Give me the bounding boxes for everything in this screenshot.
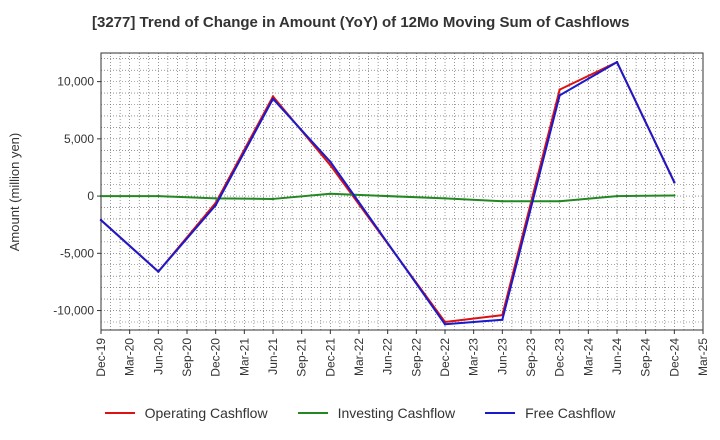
- y-tick-label: 0: [87, 189, 94, 203]
- x-tick-label: Mar-25: [696, 338, 710, 376]
- y-axis-ticks: -10,000 -5,000 0 5,000 10,000: [53, 75, 101, 318]
- x-tick-label: Dec-19: [94, 338, 108, 377]
- free-cashflow-point: [558, 94, 561, 97]
- x-tick-label: Mar-21: [237, 338, 251, 376]
- free-cashflow-point: [501, 318, 504, 321]
- free-cashflow-point: [157, 270, 160, 273]
- legend-swatch: [297, 412, 328, 414]
- free-cashflow-point: [443, 323, 447, 326]
- legend: Operating Cashflow Investing Cashflow Free…: [0, 405, 720, 421]
- x-tick-label: Sep-23: [524, 338, 538, 377]
- y-tick-label: -10,000: [53, 304, 94, 318]
- investing-cashflow-point: [501, 200, 504, 203]
- investing-cashflow-point: [673, 194, 676, 197]
- legend-label: Investing Cashflow: [337, 405, 456, 421]
- legend-item-investing-cashflow: Investing Cashflow: [297, 405, 456, 421]
- investing-cashflow-point: [443, 197, 447, 200]
- legend-label: Free Cashflow: [525, 405, 616, 421]
- x-tick-label: Sep-22: [409, 338, 423, 377]
- x-tick-label: Dec-21: [323, 338, 337, 377]
- x-tick-label: Jun-23: [495, 338, 509, 375]
- investing-cashflow-point: [329, 192, 332, 195]
- free-cashflow-point: [673, 181, 676, 184]
- x-tick-label: Mar-22: [352, 338, 366, 376]
- legend-label: Operating Cashflow: [144, 405, 268, 421]
- operating-cashflow-point: [558, 88, 561, 91]
- legend-item-free-cashflow: Free Cashflow: [485, 405, 615, 421]
- x-tick-label: Jun-24: [610, 338, 624, 375]
- legend-swatch: [485, 412, 516, 414]
- x-tick-label: Sep-21: [295, 338, 309, 377]
- plot-area: [100, 52, 704, 331]
- y-axis-title: Amount (million yen): [7, 133, 22, 252]
- x-tick-label: Dec-24: [667, 338, 681, 377]
- free-cashflow-point: [214, 204, 217, 207]
- legend-item-operating-cashflow: Operating Cashflow: [104, 405, 268, 421]
- investing-cashflow-point: [615, 194, 619, 198]
- x-tick-label: Dec-20: [209, 338, 223, 377]
- x-tick-label: Sep-20: [180, 338, 194, 377]
- x-tick-label: Mar-23: [467, 338, 481, 376]
- free-cashflow-point: [615, 60, 619, 64]
- x-tick-label: Dec-22: [438, 338, 452, 377]
- y-tick-label: -5,000: [60, 246, 94, 260]
- investing-cashflow-point: [157, 194, 160, 198]
- operating-cashflow-point: [329, 163, 332, 167]
- x-tick-label: Sep-24: [639, 338, 653, 377]
- x-tick-label: Mar-24: [581, 338, 595, 376]
- investing-cashflow-line: [101, 192, 675, 203]
- x-tick-label: Mar-20: [123, 338, 137, 376]
- operating-cashflow-point: [271, 95, 275, 98]
- investing-cashflow-point: [271, 197, 275, 201]
- free-cashflow-point: [99, 218, 103, 222]
- x-tick-label: Jun-20: [151, 338, 165, 375]
- free-cashflow-line: [100, 61, 676, 326]
- x-tick-label: Dec-23: [553, 338, 567, 377]
- x-tick-label: Jun-21: [266, 338, 280, 375]
- legend-swatch: [104, 412, 135, 414]
- y-tick-label: 5,000: [64, 132, 94, 146]
- series-layer: [99, 60, 676, 326]
- chart-title: [3277] Trend of Change in Amount (YoY) o…: [92, 14, 630, 31]
- grid-layer: [101, 53, 703, 330]
- free-cashflow-point: [271, 97, 275, 100]
- x-axis-ticks: Dec-19 Mar-20 Jun-20 Sep-20 Dec-20 Mar-21 Jun-…: [94, 330, 710, 377]
- investing-cashflow-point: [214, 197, 217, 200]
- y-tick-label: 10,000: [57, 75, 94, 89]
- free-cashflow-point: [329, 160, 332, 163]
- x-tick-label: Jun-22: [381, 338, 395, 375]
- investing-cashflow-point: [558, 200, 561, 203]
